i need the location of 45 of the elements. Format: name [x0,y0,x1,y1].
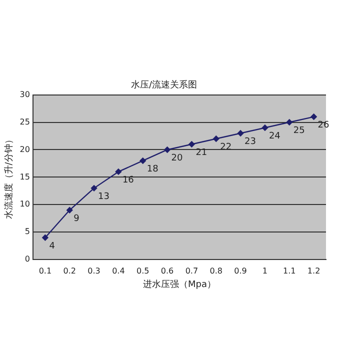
data-label: 16 [122,176,134,186]
x-tick-label: 0.3 [88,266,100,276]
point [188,141,195,148]
point [262,124,268,131]
point [286,119,292,126]
y-tick-label: 30 [20,90,30,99]
x-tick-label: 0.8 [210,266,222,276]
point [237,130,244,136]
y-tick-label: 10 [20,200,30,209]
x-axis-title: 进水压强（Mpa） [142,278,216,290]
x-tick-label: 1.1 [283,266,296,276]
data-label: 21 [196,148,208,158]
data-label: 13 [98,192,110,202]
data-label: 18 [146,164,159,175]
y-tick-label: 0 [24,254,30,264]
point [115,168,122,175]
y-tick-label: 5 [24,227,30,236]
chart-title: 水压/流速关系图 [130,80,198,91]
data-label: 23 [244,137,256,148]
data-label: 9 [74,214,80,224]
y-axis-title: 水流速度（升/分钟） [4,135,15,220]
point [140,158,146,164]
point [164,146,170,153]
x-tick-label: 1 [262,266,268,276]
y-tick-label: 25 [20,117,30,126]
x-tick-label: 0.7 [185,266,198,276]
y-tick-label: 20 [20,144,30,154]
data-label: 4 [49,241,56,252]
point [66,207,73,214]
x-tick-label: 0.5 [136,266,150,276]
data-label: 24 [268,132,281,142]
data-label: 26 [318,120,330,131]
x-tick-label: 1.2 [307,266,320,276]
point [90,185,98,192]
x-tick-label: 0.9 [234,266,247,276]
data-label: 20 [171,154,184,164]
data-label: 25 [293,126,305,136]
x-tick-label: 0.2 [63,266,76,276]
x-tick-label: 0.4 [112,266,125,276]
point [42,234,48,241]
point [310,114,317,120]
y-tick-label: 15 [20,172,30,182]
x-tick-label: 0.1 [38,266,52,276]
point [213,136,220,142]
x-tick-label: 0.6 [160,266,174,276]
